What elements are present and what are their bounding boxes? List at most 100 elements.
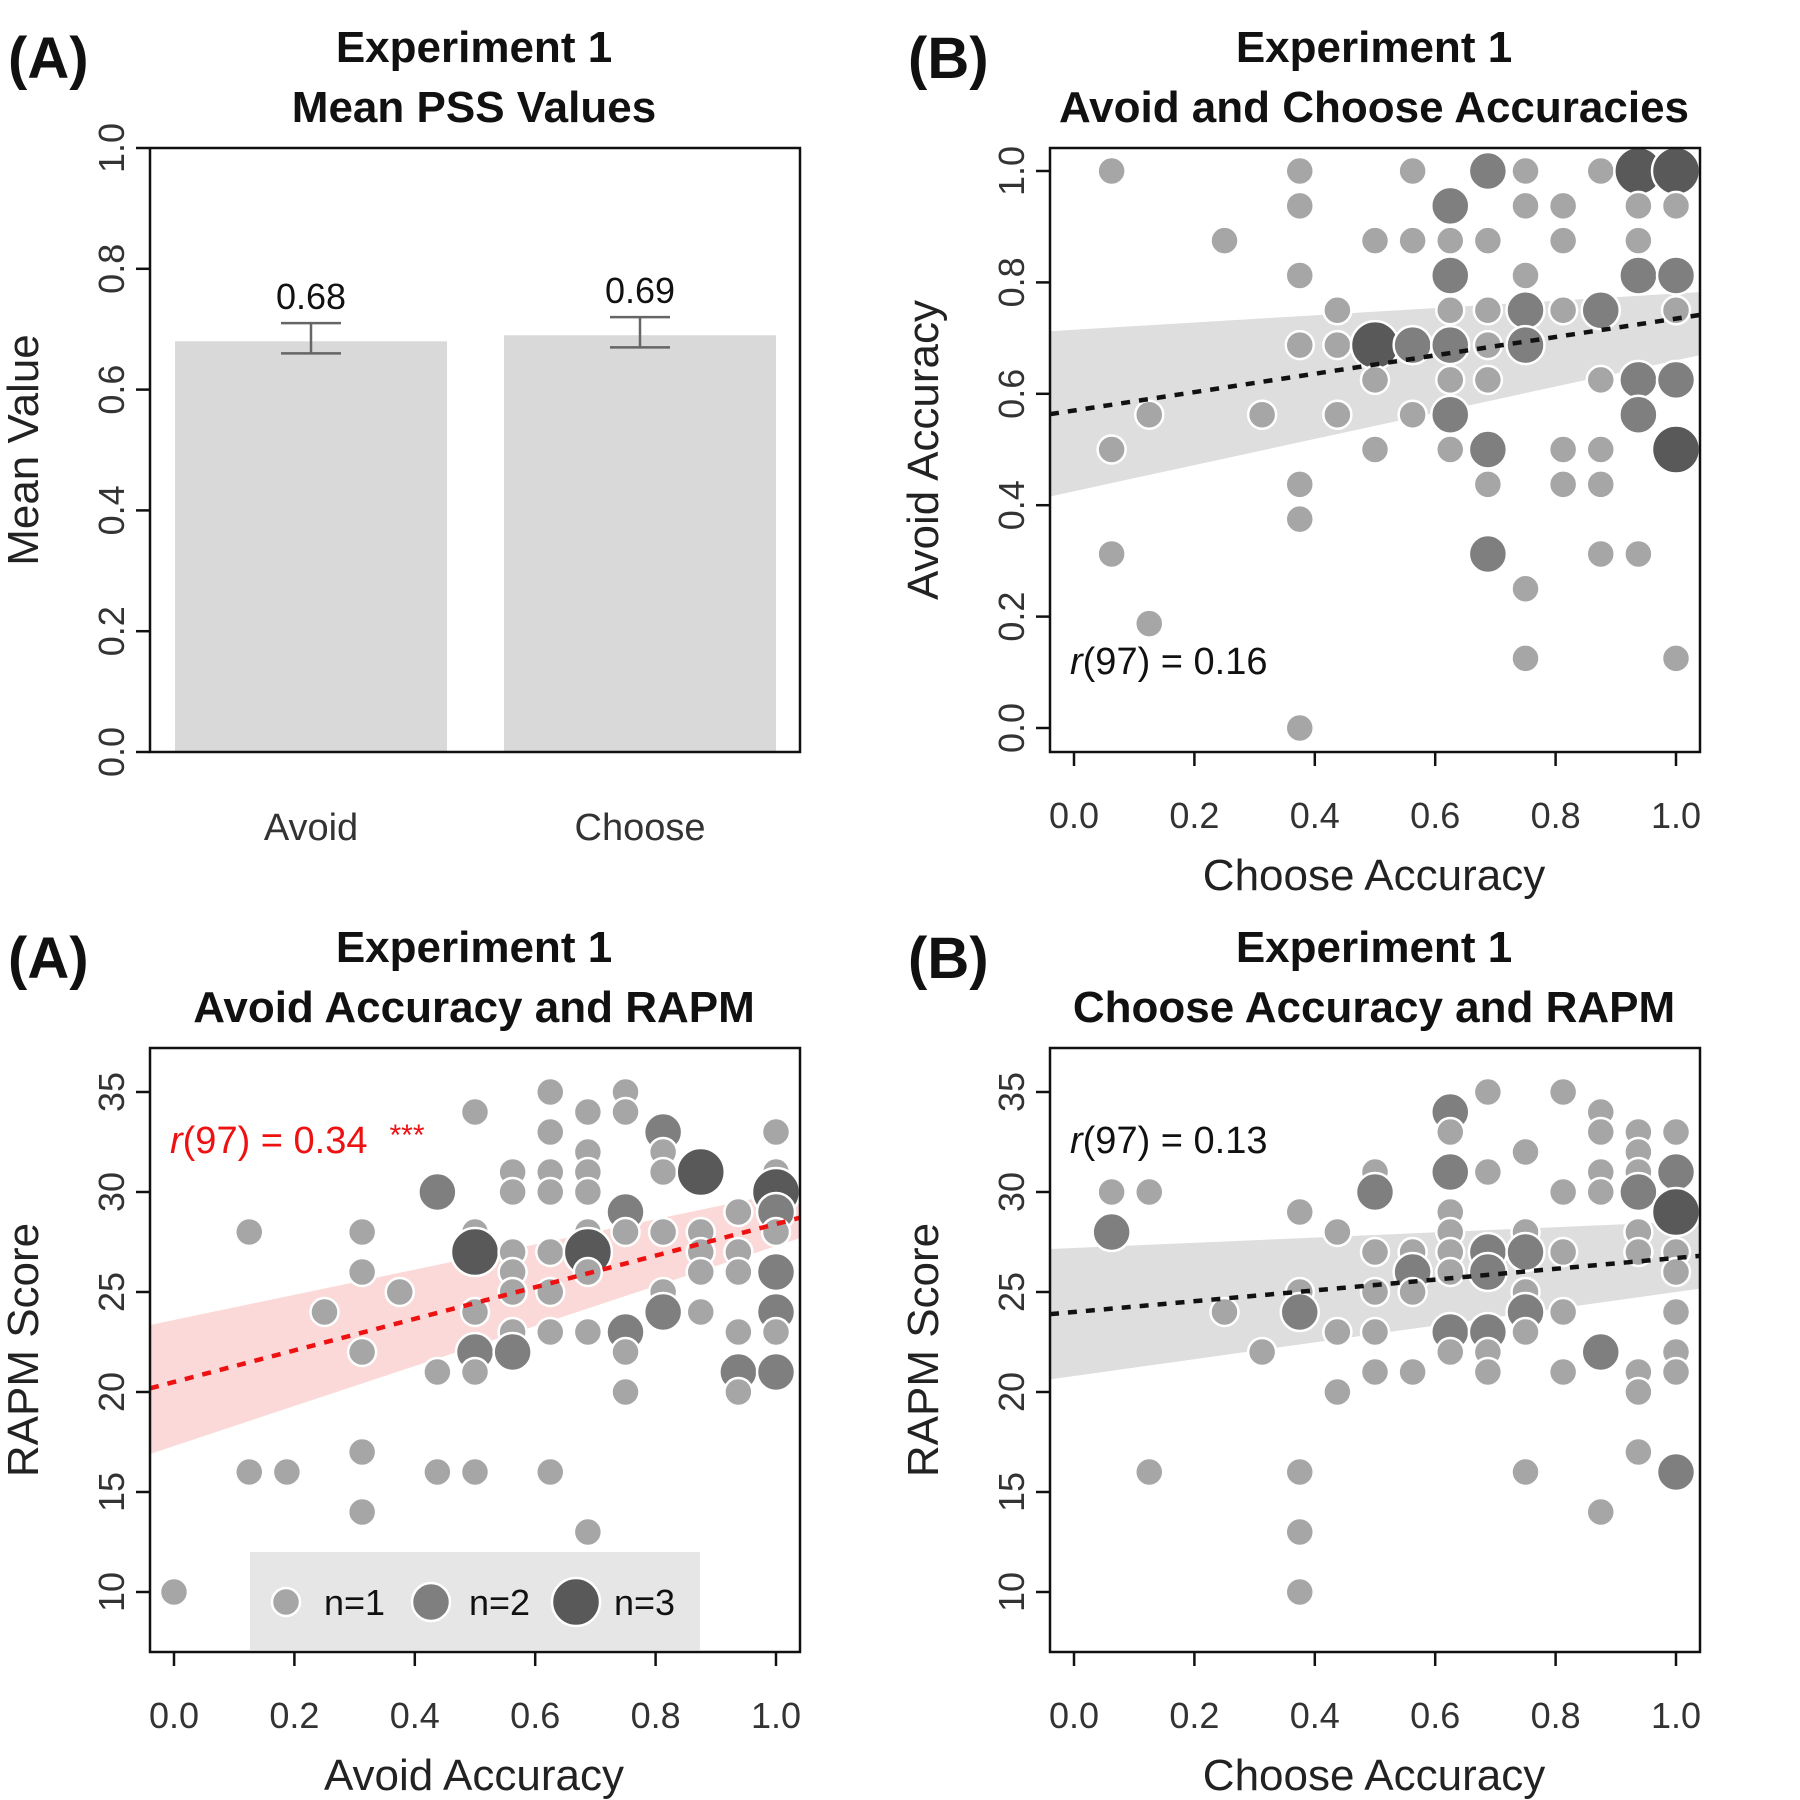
data-point <box>1585 434 1616 465</box>
data-point <box>422 1456 453 1488</box>
y-tick-label: 0.6 <box>91 365 132 415</box>
accuracies-y-axis-label: Avoid Accuracy <box>899 300 948 600</box>
data-point <box>158 1576 190 1608</box>
data-point <box>1322 399 1353 430</box>
avoid-rapm-title-line1: Experiment 1 <box>336 923 612 972</box>
data-point <box>384 1276 415 1308</box>
regression-line <box>1050 312 1700 417</box>
y-tick-label: 35 <box>991 1072 1032 1112</box>
data-point <box>1510 1136 1541 1168</box>
data-point <box>422 1356 453 1388</box>
data-point <box>572 1516 604 1548</box>
data-point <box>1435 1256 1466 1288</box>
choose-rapm-x-axis-label: Choose Accuracy <box>1203 1751 1545 1800</box>
avoid-rapm-title-line2: Avoid Accuracy and RAPM <box>193 983 755 1032</box>
y-tick-label: 25 <box>91 1272 132 1312</box>
data-point <box>760 1116 792 1148</box>
data-point <box>346 1336 378 1368</box>
data-point <box>497 1276 528 1308</box>
data-point <box>309 1296 340 1328</box>
data-point <box>1284 190 1315 222</box>
data-point <box>535 1076 566 1108</box>
choose-rapm-title-line1: Experiment 1 <box>1236 923 1512 972</box>
accuracies-plot: 0.0 0.2 0.4 0.6 0.8 1.0 0.0 0.2 0.4 0.6 0.8 1.0 r(97… <box>991 146 1702 836</box>
data-point <box>1284 329 1315 361</box>
plot-area <box>1050 148 1700 744</box>
pss-panel: (A) Experiment 1 Mean PSS Values 0.68 Avo… <box>0 23 802 849</box>
y-tick-label: 1.0 <box>991 146 1032 196</box>
data-point <box>1096 538 1127 570</box>
data-point <box>1660 1356 1692 1388</box>
bar-value-label: 0.69 <box>605 270 675 311</box>
x-tick-label: 0.2 <box>269 1695 319 1736</box>
data-point <box>760 1316 792 1348</box>
y-tick-label: 30 <box>991 1172 1032 1212</box>
data-point <box>1585 1496 1616 1528</box>
x-tick-label: 0.6 <box>510 1695 560 1736</box>
pss-y-axis-label: Mean Value <box>0 334 48 566</box>
data-point <box>1660 643 1692 674</box>
data-point <box>572 1096 604 1128</box>
data-point <box>1618 255 1659 296</box>
data-point <box>1397 225 1428 256</box>
data-point <box>1430 324 1471 366</box>
data-point <box>1655 1451 1697 1493</box>
data-point <box>535 1176 566 1208</box>
y-tick-label: 0.8 <box>991 257 1032 307</box>
data-point <box>1430 185 1471 227</box>
data-point <box>535 1236 566 1268</box>
data-point <box>1547 225 1579 256</box>
data-point <box>1284 1196 1315 1228</box>
data-point <box>1435 364 1466 396</box>
data-point <box>1209 225 1240 256</box>
data-point <box>1284 469 1315 500</box>
data-point <box>1430 394 1471 435</box>
data-point <box>1397 155 1428 187</box>
data-point <box>1246 399 1278 430</box>
data-point <box>346 1216 378 1248</box>
data-point <box>1623 225 1654 256</box>
data-point <box>642 1291 684 1333</box>
data-point <box>610 1336 641 1368</box>
bar-choose <box>504 335 776 752</box>
data-point <box>1472 1076 1504 1108</box>
data-point <box>1284 155 1315 187</box>
correlation-value: (97) = 0.34 <box>183 1120 368 1162</box>
x-tick-label: 0.8 <box>1531 795 1581 836</box>
x-tick-label: 0.2 <box>1169 1695 1219 1736</box>
data-point <box>1359 434 1391 465</box>
legend-swatch <box>550 1576 602 1628</box>
pss-title-line2: Mean PSS Values <box>292 83 656 132</box>
axes-frame <box>148 1046 802 1654</box>
x-tick-label: 0.8 <box>1531 1695 1581 1736</box>
data-point <box>1585 538 1616 570</box>
correlation-annotation: r(97) = 0.34 *** <box>170 1119 425 1162</box>
data-point <box>1547 295 1579 326</box>
x-tick-label: 0.0 <box>1049 1695 1099 1736</box>
data-point <box>1547 1176 1579 1208</box>
data-point <box>1580 1331 1621 1373</box>
data-point <box>459 1356 491 1388</box>
y-tick-label: 1.0 <box>91 123 132 173</box>
data-point <box>1209 1296 1240 1328</box>
data-point <box>346 1496 378 1528</box>
data-point <box>1467 150 1509 192</box>
data-point <box>1472 1356 1504 1388</box>
data-point <box>723 1256 754 1288</box>
x-tick-label: 0.8 <box>631 1695 681 1736</box>
bar-avoid <box>175 341 447 752</box>
data-point <box>1096 434 1127 465</box>
data-point <box>685 1256 716 1288</box>
data-point <box>234 1456 265 1488</box>
data-point <box>1472 364 1504 396</box>
data-point <box>1618 394 1659 435</box>
plot-area <box>1050 1076 1700 1608</box>
y-tick-label: 35 <box>91 1072 132 1112</box>
data-point <box>492 1331 533 1373</box>
data-point <box>1354 1171 1396 1213</box>
data-point <box>459 1456 491 1488</box>
x-tick-label: 1.0 <box>1651 1695 1701 1736</box>
data-point <box>1505 324 1546 366</box>
correlation-annotation: r(97) = 0.13 <box>1070 1120 1268 1162</box>
data-point <box>1650 424 1700 475</box>
